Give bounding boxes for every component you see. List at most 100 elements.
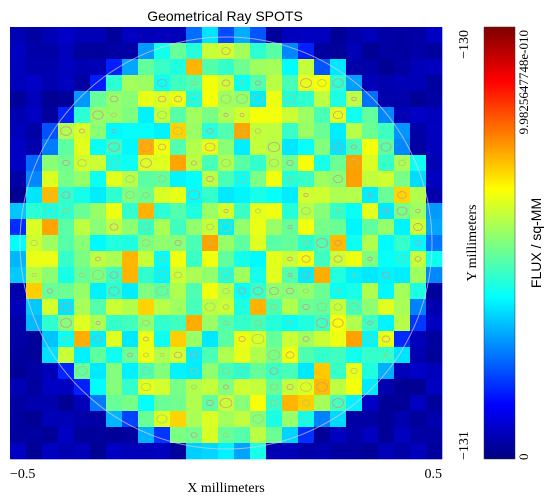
heatmap-cell [218, 123, 235, 140]
contour-line [173, 271, 183, 279]
heatmap-cell [314, 283, 331, 300]
heatmap-cell [218, 411, 235, 428]
heatmap-cell [74, 203, 91, 220]
contour-line [333, 255, 343, 263]
heatmap-cell [186, 155, 203, 172]
heatmap-cell [26, 299, 43, 316]
heatmap-cell [314, 235, 331, 252]
heatmap-cell [42, 299, 59, 316]
contour-line [159, 352, 165, 358]
heatmap-cell [394, 251, 411, 268]
heatmap-cell [74, 43, 91, 60]
heatmap-cell [298, 251, 315, 268]
heatmap-cell [106, 203, 123, 220]
colorbar-min-label: 0 [516, 454, 531, 461]
heatmap-cell [10, 187, 27, 204]
heatmap-cell [42, 331, 59, 348]
heatmap-cell [362, 235, 379, 252]
heatmap-cell [154, 363, 171, 380]
contour-line [351, 144, 357, 150]
heatmap-cell [10, 75, 27, 92]
contour-line [222, 432, 230, 438]
contour-line [62, 208, 70, 214]
heatmap-cell [26, 331, 43, 348]
heatmap-cell [362, 171, 379, 188]
heatmap-cell [330, 315, 347, 332]
chart-title: Geometrical Ray SPOTS [147, 8, 303, 24]
heatmap-cell [186, 107, 203, 124]
heatmap-cell [250, 251, 267, 268]
y-tick-bottom: −131 [457, 431, 472, 460]
heatmap-cell [218, 75, 235, 92]
heatmap-cell [74, 219, 91, 236]
heatmap-cell [74, 27, 91, 44]
heatmap-cell [282, 139, 299, 156]
heatmap-cell [138, 171, 155, 188]
contour-line [140, 142, 152, 152]
heatmap-cell [90, 411, 107, 428]
contour-line [316, 302, 328, 312]
contour-line [287, 256, 293, 262]
contour-line [269, 399, 279, 407]
heatmap-cell [314, 171, 331, 188]
heatmap-cell [266, 155, 283, 172]
heatmap-cell [106, 443, 123, 460]
heatmap-cell [138, 155, 155, 172]
heatmap-cell [138, 251, 155, 268]
contour-line [219, 397, 233, 409]
heatmap-cell [122, 427, 139, 444]
heatmap-cell [106, 395, 123, 412]
heatmap-cell [426, 395, 443, 412]
heatmap-cell [394, 363, 411, 380]
heatmap-cell [154, 411, 171, 428]
heatmap-cell [410, 203, 427, 220]
heatmap-cell [298, 91, 315, 108]
heatmap-cell [90, 267, 107, 284]
contour-line [108, 158, 120, 168]
contour-line [283, 94, 297, 104]
contour-line [221, 367, 231, 375]
heatmap-cell [378, 283, 395, 300]
heatmap-cell [298, 123, 315, 140]
heatmap-cell [42, 443, 59, 460]
heatmap-cell [26, 235, 43, 252]
heatmap-cell [26, 107, 43, 124]
heatmap-cell [362, 59, 379, 76]
heatmap-cell [426, 155, 443, 172]
contour-line [91, 270, 105, 280]
contour-line [157, 255, 167, 263]
heatmap-cell [26, 411, 43, 428]
heatmap-cell [170, 331, 187, 348]
heatmap-cell [154, 91, 171, 108]
contour-line [190, 160, 198, 166]
heatmap-cell [170, 123, 187, 140]
heatmap-cell [10, 27, 27, 44]
heatmap-cell [234, 107, 251, 124]
heatmap-cell [42, 27, 59, 44]
y-tick-top: −130 [457, 30, 472, 59]
heatmap-cell [234, 139, 251, 156]
heatmap-cell [410, 91, 427, 108]
contour-line [189, 367, 199, 375]
heatmap-cell [282, 283, 299, 300]
heatmap-cell [426, 315, 443, 332]
heatmap-cell [202, 411, 219, 428]
contour-line [173, 95, 183, 103]
contour-line [365, 335, 375, 343]
heatmap-cell [266, 59, 283, 76]
heatmap-cell [330, 443, 347, 460]
heatmap-cell [186, 139, 203, 156]
heatmap-cell [314, 203, 331, 220]
heatmap-cell [58, 91, 75, 108]
heatmap-cell [74, 187, 91, 204]
heatmap-cell [122, 235, 139, 252]
heatmap-cell [314, 363, 331, 380]
heatmap-cell [266, 107, 283, 124]
contour-line [206, 399, 214, 407]
heatmap-cell [154, 203, 171, 220]
contour-line [143, 352, 149, 358]
heatmap-cell [346, 411, 363, 428]
heatmap-cell [410, 251, 427, 268]
heatmap-cell [74, 123, 91, 140]
heatmap-cell [138, 299, 155, 316]
